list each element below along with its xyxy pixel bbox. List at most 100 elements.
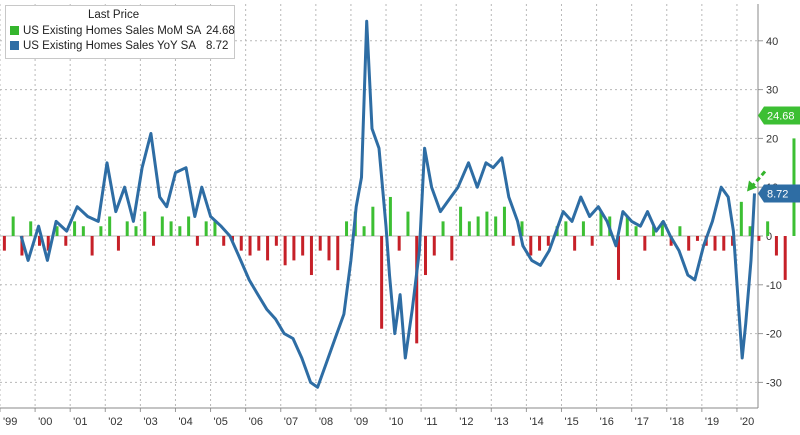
mom-bar bbox=[406, 211, 410, 236]
mom-bar bbox=[748, 226, 752, 236]
y-tick-label: 40 bbox=[766, 36, 778, 48]
y-tick-label: 20 bbox=[766, 133, 778, 145]
mom-bar bbox=[152, 236, 156, 246]
mom-bar bbox=[625, 216, 629, 236]
mom-bar bbox=[573, 236, 577, 251]
mom-bar bbox=[485, 211, 489, 236]
x-tick-label: '13 bbox=[494, 416, 508, 428]
x-tick-label: '15 bbox=[564, 416, 578, 428]
mom-bar bbox=[90, 236, 94, 256]
mom-bar bbox=[178, 226, 182, 236]
mom-bar bbox=[222, 236, 226, 246]
mom-bar bbox=[494, 216, 498, 236]
x-tick-label: '19 bbox=[705, 416, 719, 428]
mom-bar bbox=[739, 201, 743, 236]
annotation-arrow bbox=[750, 170, 767, 188]
mom-bar bbox=[660, 221, 664, 236]
x-tick-label: '08 bbox=[319, 416, 333, 428]
mom-bar bbox=[81, 226, 85, 236]
mom-bar bbox=[292, 236, 296, 261]
x-tick-label: '04 bbox=[178, 416, 192, 428]
mom-bar bbox=[99, 226, 103, 236]
mom-bar bbox=[722, 236, 726, 251]
mom-bar bbox=[423, 236, 427, 276]
mom-bar bbox=[467, 221, 471, 236]
mom-bar bbox=[546, 236, 550, 246]
mom-bar bbox=[441, 221, 445, 236]
x-tick-label: '09 bbox=[354, 416, 368, 428]
last-value-tag-label: 8.72 bbox=[767, 188, 788, 200]
x-tick-label: '10 bbox=[389, 416, 403, 428]
mom-bar bbox=[362, 226, 366, 236]
mom-bar bbox=[388, 196, 392, 236]
mom-bar bbox=[213, 221, 217, 236]
x-tick-label: '07 bbox=[284, 416, 298, 428]
mom-bar bbox=[274, 236, 278, 246]
mom-bar bbox=[327, 236, 331, 261]
legend-item-yoy: US Existing Homes Sales YoY SA 8.72 bbox=[10, 39, 228, 53]
x-tick-label: '03 bbox=[143, 416, 157, 428]
y-tick-label: -30 bbox=[766, 377, 782, 389]
mom-bar bbox=[266, 236, 270, 261]
mom-bar bbox=[529, 236, 533, 256]
y-tick-label: 0 bbox=[766, 231, 772, 243]
mom-bar bbox=[29, 221, 33, 236]
last-value-tag-box bbox=[758, 106, 800, 125]
x-tick-label: '05 bbox=[214, 416, 228, 428]
yoy-line bbox=[19, 19, 756, 389]
mom-bar bbox=[774, 236, 778, 256]
legend-label-mom: US Existing Homes Sales MoM SA bbox=[23, 25, 202, 37]
x-tick-label: '11 bbox=[424, 416, 438, 428]
mom-bar bbox=[37, 236, 41, 246]
x-tick-label: '02 bbox=[108, 416, 122, 428]
mom-bar bbox=[678, 226, 682, 236]
mom-bar bbox=[309, 236, 313, 276]
mom-bar bbox=[538, 236, 542, 251]
y-tick-label: -10 bbox=[766, 280, 782, 292]
annotation-arrowhead bbox=[747, 180, 757, 192]
legend-value-mom: 24.68 bbox=[206, 25, 235, 37]
mom-bar bbox=[502, 206, 506, 236]
x-tick-label: '00 bbox=[38, 416, 52, 428]
mom-bar bbox=[239, 236, 243, 251]
mom-bar bbox=[204, 221, 208, 236]
legend-swatch-yoy bbox=[10, 41, 19, 50]
y-tick-label: 30 bbox=[766, 85, 778, 97]
mom-bar bbox=[581, 221, 585, 236]
last-value-tag: 8.72 bbox=[758, 184, 800, 203]
mom-bar bbox=[432, 236, 436, 256]
mom-bar bbox=[143, 211, 147, 236]
mom-bar bbox=[713, 236, 717, 251]
mom-bar bbox=[415, 236, 419, 344]
mom-bar bbox=[380, 236, 384, 329]
mom-bar bbox=[64, 236, 68, 246]
mom-bar bbox=[345, 221, 349, 236]
mom-bar bbox=[634, 226, 638, 236]
mom-bar bbox=[520, 221, 524, 236]
legend-item-mom: US Existing Homes Sales MoM SA 24.68 bbox=[10, 24, 235, 38]
mom-bar bbox=[301, 236, 305, 256]
x-tick-label: '99 bbox=[3, 416, 17, 428]
mom-bar bbox=[2, 236, 6, 251]
mom-bar bbox=[652, 226, 656, 236]
mom-bar bbox=[160, 216, 164, 236]
legend-value-yoy: 8.72 bbox=[206, 40, 229, 52]
y-tick-label: -20 bbox=[766, 329, 782, 341]
mom-bar bbox=[195, 236, 199, 246]
mom-bar bbox=[318, 236, 322, 251]
last-value-tag-box bbox=[758, 184, 800, 203]
x-tick-label: '20 bbox=[740, 416, 754, 428]
last-value-tag: 24.68 bbox=[758, 106, 800, 125]
mom-bar bbox=[564, 221, 568, 236]
last-value-tag-label: 24.68 bbox=[767, 111, 795, 123]
mom-bar bbox=[450, 236, 454, 261]
legend-label-yoy: US Existing Homes Sales YoY SA bbox=[23, 40, 197, 52]
mom-bar bbox=[248, 236, 252, 256]
mom-bar bbox=[766, 221, 770, 236]
mom-bar bbox=[11, 216, 15, 236]
x-tick-label: '06 bbox=[249, 416, 263, 428]
legend-title: Last Price bbox=[88, 9, 140, 21]
mom-bar bbox=[116, 236, 120, 251]
